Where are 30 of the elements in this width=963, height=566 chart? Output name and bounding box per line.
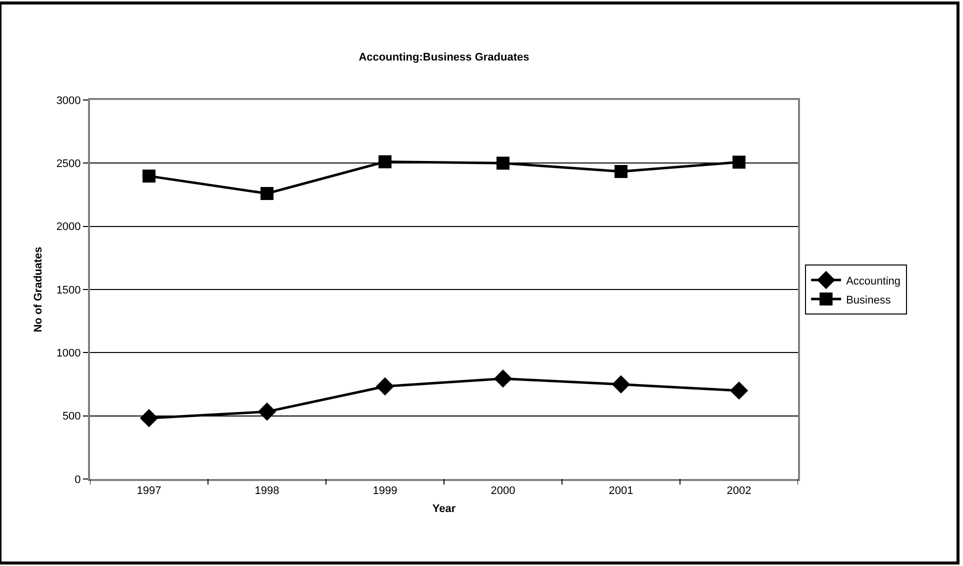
point [730, 381, 748, 400]
x-tick-label: 2000 [490, 485, 516, 498]
y-tick-label: 500 [62, 410, 81, 423]
point [258, 402, 276, 421]
y-axis-title: No of Graduates [32, 246, 44, 332]
point [140, 409, 158, 428]
point [378, 155, 392, 168]
x-tick-label: 1999 [372, 485, 398, 498]
chart-title: Accounting:Business Graduates [358, 51, 530, 64]
y-tick-label: 0 [74, 474, 81, 486]
point [614, 165, 628, 178]
y-tick-label: 2000 [56, 221, 81, 234]
point [142, 170, 156, 183]
point [494, 369, 512, 388]
x-axis-title: Year [432, 502, 456, 515]
point [260, 186, 274, 200]
y-tick-label: 1000 [56, 348, 81, 360]
point [376, 377, 394, 396]
y-tick-label: 3000 [56, 94, 81, 107]
x-tick-label: 1997 [136, 485, 162, 498]
x-tick-label: 2002 [726, 485, 752, 498]
point [496, 156, 510, 170]
point [612, 375, 630, 394]
x-tick-label: 2001 [608, 485, 634, 498]
point [732, 156, 746, 169]
x-tick-label: 1998 [254, 485, 280, 498]
y-tick-label: 1500 [56, 284, 81, 296]
legend-label: Accounting [846, 275, 901, 288]
y-tick-label: 2500 [56, 158, 81, 170]
legend-label: Business [846, 294, 892, 306]
